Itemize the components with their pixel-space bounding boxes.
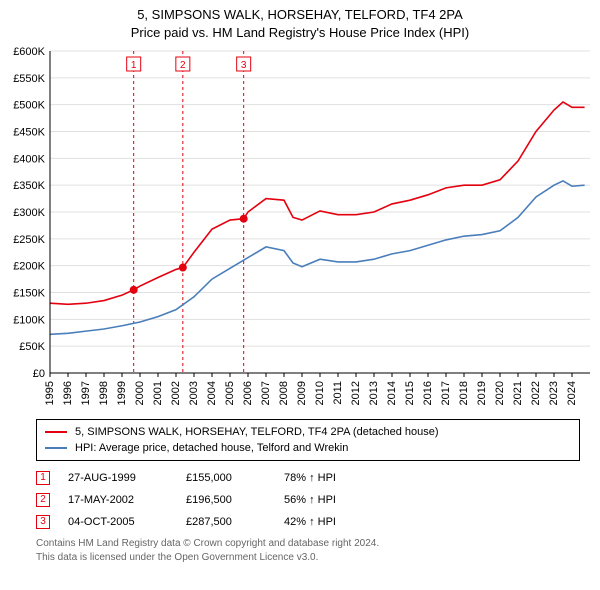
svg-text:1996: 1996 [62, 381, 74, 405]
svg-text:£150K: £150K [13, 288, 45, 300]
svg-text:2024: 2024 [566, 381, 578, 405]
legend: 5, SIMPSONS WALK, HORSEHAY, TELFORD, TF4… [36, 419, 580, 461]
legend-label: 5, SIMPSONS WALK, HORSEHAY, TELFORD, TF4… [75, 426, 439, 438]
events-table: 1 27-AUG-1999 £155,000 78% ↑ HPI 2 17-MAY-200… [36, 467, 580, 533]
svg-text:£50K: £50K [19, 341, 45, 353]
event-date: 27-AUG-1999 [68, 472, 168, 484]
svg-text:£600K: £600K [13, 46, 45, 58]
svg-text:2: 2 [180, 60, 186, 71]
event-row: 1 27-AUG-1999 £155,000 78% ↑ HPI [36, 467, 580, 489]
svg-text:2003: 2003 [188, 381, 200, 405]
event-price: £196,500 [186, 494, 266, 506]
svg-text:2011: 2011 [332, 381, 344, 405]
svg-text:2019: 2019 [476, 381, 488, 405]
legend-row: HPI: Average price, detached house, Telf… [45, 440, 571, 456]
event-date: 04-OCT-2005 [68, 516, 168, 528]
event-marker: 2 [36, 493, 50, 507]
svg-text:£0: £0 [33, 368, 45, 380]
svg-text:2009: 2009 [296, 381, 308, 405]
svg-text:2023: 2023 [548, 381, 560, 405]
svg-text:2005: 2005 [224, 381, 236, 405]
legend-row: 5, SIMPSONS WALK, HORSEHAY, TELFORD, TF4… [45, 424, 571, 440]
svg-text:2016: 2016 [422, 381, 434, 405]
legend-swatch [45, 447, 67, 449]
svg-text:1997: 1997 [80, 381, 92, 405]
event-delta: 56% ↑ HPI [284, 494, 336, 506]
svg-text:£350K: £350K [13, 180, 45, 192]
svg-text:1: 1 [131, 60, 137, 71]
svg-text:2008: 2008 [278, 381, 290, 405]
svg-text:1998: 1998 [98, 381, 110, 405]
svg-text:2007: 2007 [260, 381, 272, 405]
svg-text:1999: 1999 [116, 381, 128, 405]
event-price: £287,500 [186, 516, 266, 528]
attribution-footer: Contains HM Land Registry data © Crown c… [36, 537, 580, 564]
svg-text:2006: 2006 [242, 381, 254, 405]
legend-label: HPI: Average price, detached house, Telf… [75, 442, 348, 454]
svg-text:2001: 2001 [152, 381, 164, 405]
svg-text:£550K: £550K [13, 73, 45, 85]
event-row: 2 17-MAY-2002 £196,500 56% ↑ HPI [36, 489, 580, 511]
svg-text:2015: 2015 [404, 381, 416, 405]
event-marker: 1 [36, 471, 50, 485]
chart-title-line2: Price paid vs. HM Land Registry's House … [8, 24, 592, 42]
svg-text:2022: 2022 [530, 381, 542, 405]
line-chart-svg: £0 £50K £100K £150K £200K £250K £300K £350K £400… [0, 43, 600, 413]
svg-text:2002: 2002 [170, 381, 182, 405]
svg-text:2010: 2010 [314, 381, 326, 405]
svg-text:£100K: £100K [13, 314, 45, 326]
footer-line2: This data is licensed under the Open Gov… [36, 551, 580, 565]
chart-title-line1: 5, SIMPSONS WALK, HORSEHAY, TELFORD, TF4… [8, 6, 592, 24]
svg-text:£450K: £450K [13, 127, 45, 139]
event-row: 3 04-OCT-2005 £287,500 42% ↑ HPI [36, 511, 580, 533]
svg-text:2004: 2004 [206, 381, 218, 405]
svg-text:£250K: £250K [13, 234, 45, 246]
event-delta: 78% ↑ HPI [284, 472, 336, 484]
footer-line1: Contains HM Land Registry data © Crown c… [36, 537, 580, 551]
svg-text:2000: 2000 [134, 381, 146, 405]
event-date: 17-MAY-2002 [68, 494, 168, 506]
legend-swatch [45, 431, 67, 433]
svg-text:3: 3 [241, 60, 247, 71]
svg-text:2020: 2020 [494, 381, 506, 405]
svg-text:£400K: £400K [13, 153, 45, 165]
svg-text:2014: 2014 [386, 381, 398, 405]
svg-text:£300K: £300K [13, 207, 45, 219]
svg-text:2012: 2012 [350, 381, 362, 405]
event-price: £155,000 [186, 472, 266, 484]
svg-text:1995: 1995 [44, 381, 56, 405]
chart-area: £0 £50K £100K £150K £200K £250K £300K £350K £400… [0, 43, 600, 413]
svg-text:2017: 2017 [440, 381, 452, 405]
event-marker: 3 [36, 515, 50, 529]
svg-text:£500K: £500K [13, 100, 45, 112]
svg-text:2013: 2013 [368, 381, 380, 405]
event-delta: 42% ↑ HPI [284, 516, 336, 528]
svg-text:2018: 2018 [458, 381, 470, 405]
chart-title-block: 5, SIMPSONS WALK, HORSEHAY, TELFORD, TF4… [0, 0, 600, 43]
svg-text:£200K: £200K [13, 261, 45, 273]
svg-text:2021: 2021 [512, 381, 524, 405]
